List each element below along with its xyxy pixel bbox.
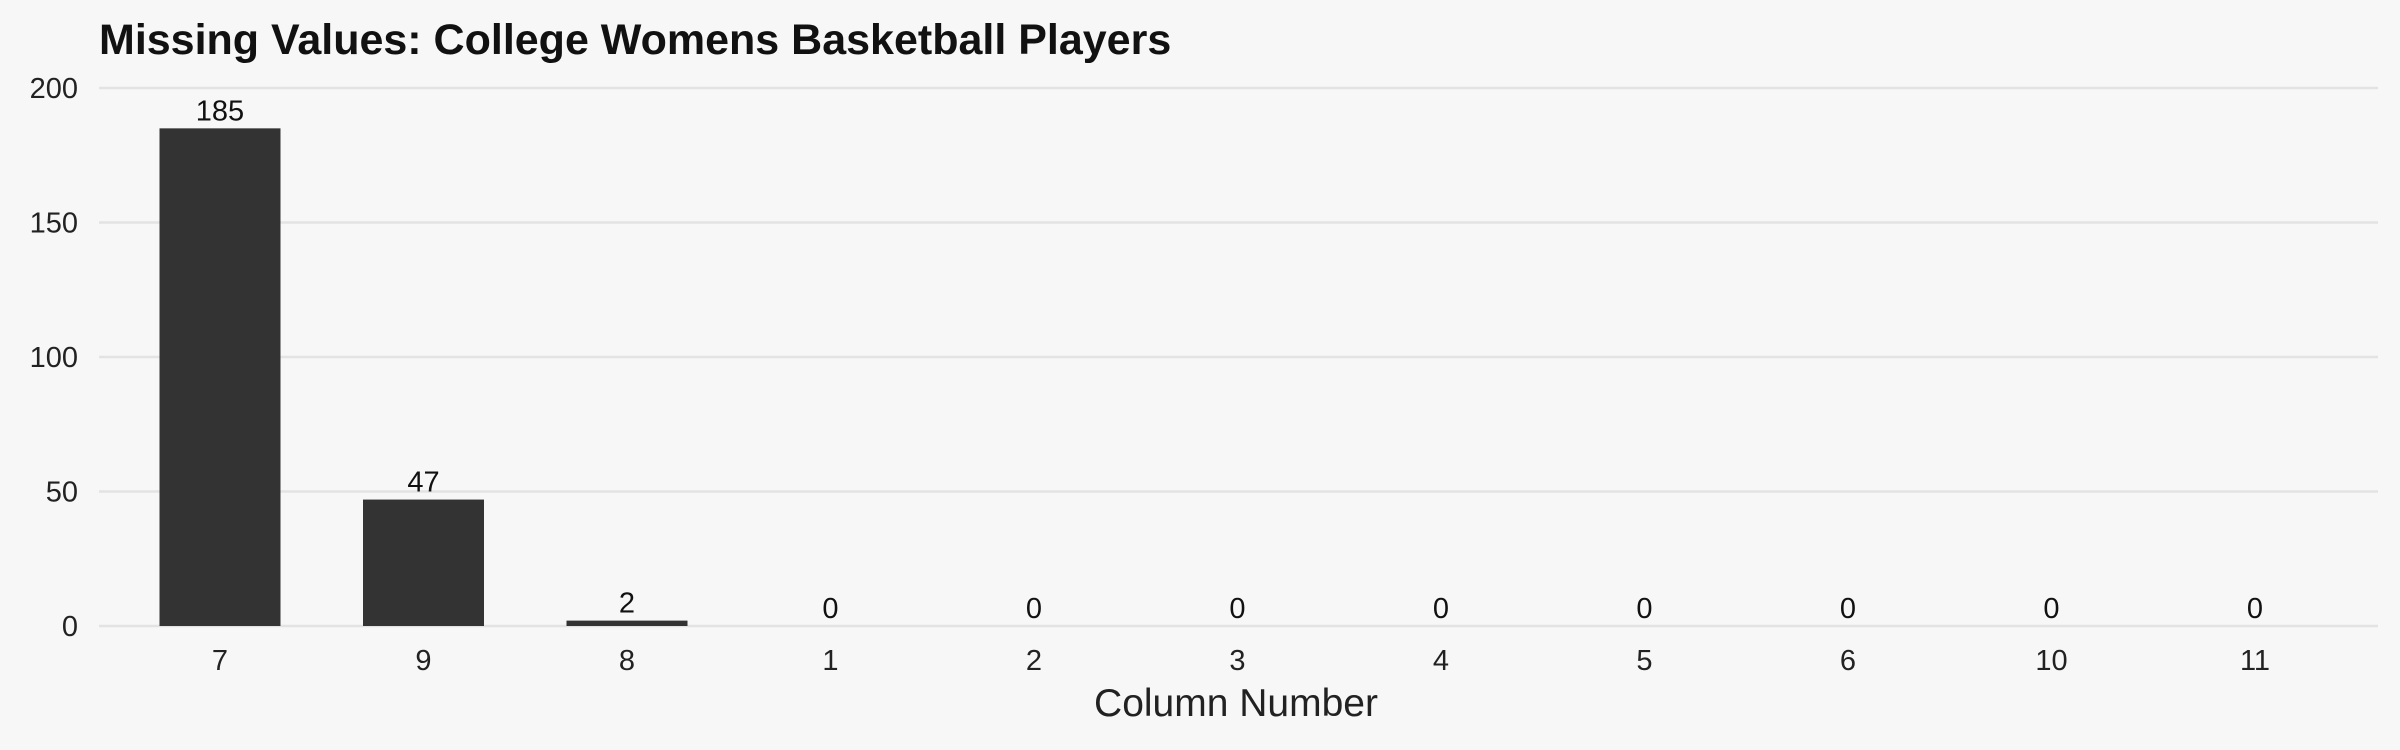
x-tick-label-10: 10 — [2035, 645, 2067, 677]
y-tick-label-0: 0 — [62, 611, 78, 643]
x-axis-ticks: 7 9 8 1 2 3 4 5 6 10 11 — [212, 645, 2270, 677]
bar-value-label-1: 0 — [822, 593, 838, 625]
x-axis-title: Column Number — [1094, 682, 1378, 725]
bar-value-label-5: 0 — [1636, 593, 1652, 625]
x-tick-label-8: 8 — [619, 645, 635, 677]
bar-value-label-3: 0 — [1229, 593, 1245, 625]
y-tick-label-200: 200 — [30, 73, 78, 105]
bar-column-7 — [159, 128, 281, 626]
x-tick-label-11: 11 — [2240, 645, 2270, 677]
bar-value-label-10: 0 — [2043, 593, 2059, 625]
bar-column-8 — [566, 620, 688, 626]
bar-value-label-7: 185 — [196, 95, 244, 127]
x-tick-label-3: 3 — [1229, 645, 1245, 677]
x-tick-label-7: 7 — [212, 645, 228, 677]
x-tick-label-6: 6 — [1840, 645, 1856, 677]
y-tick-label-50: 50 — [46, 477, 78, 509]
bar-value-label-8: 2 — [619, 588, 635, 620]
bar-column-9 — [363, 499, 484, 626]
x-tick-label-1: 1 — [822, 645, 838, 677]
y-axis-ticks: 0 50 100 150 200 — [30, 73, 78, 643]
bar-value-label-6: 0 — [1840, 593, 1856, 625]
y-tick-label-100: 100 — [30, 342, 78, 374]
chart-title: Missing Values: College Womens Basketbal… — [99, 16, 1171, 64]
x-tick-label-9: 9 — [415, 645, 431, 677]
x-tick-label-5: 5 — [1636, 645, 1652, 677]
bar-value-label-11: 0 — [2247, 593, 2263, 625]
bars — [159, 128, 688, 626]
bar-value-label-9: 47 — [407, 467, 439, 499]
bar-value-label-4: 0 — [1433, 593, 1449, 625]
gridlines — [99, 86, 2378, 628]
y-tick-label-150: 150 — [30, 208, 78, 240]
x-tick-label-4: 4 — [1433, 645, 1449, 677]
x-tick-label-2: 2 — [1026, 645, 1042, 677]
bar-value-label-2: 0 — [1026, 593, 1042, 625]
bar-value-labels: 185 47 2 0 0 0 0 0 0 0 0 — [196, 95, 2263, 625]
